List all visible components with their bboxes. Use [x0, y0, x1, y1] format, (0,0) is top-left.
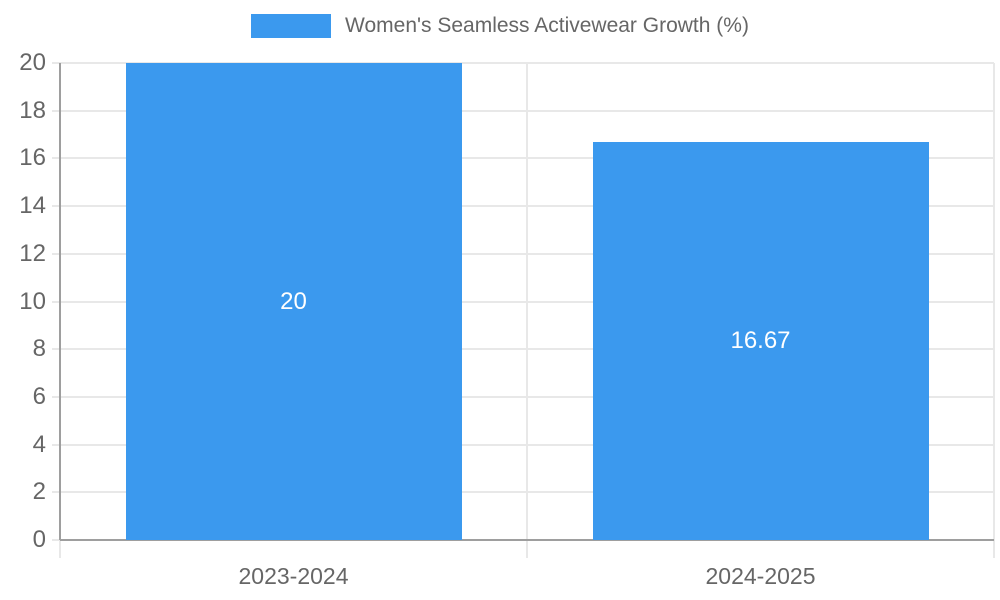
gridline [526, 63, 528, 540]
gridline [52, 300, 994, 303]
legend-swatch [251, 14, 332, 38]
y-tick-label: 12 [19, 239, 46, 267]
y-tick-label: 20 [19, 49, 46, 76]
axis-tick [993, 540, 995, 558]
gridline [52, 348, 994, 351]
gridline [52, 443, 994, 446]
axis-tick [526, 540, 528, 558]
gridline [52, 252, 994, 255]
y-tick-label: 18 [19, 96, 46, 124]
y-tick-label: 8 [32, 335, 46, 363]
legend: Women's Seamless Activewear Growth (%) [0, 14, 1000, 38]
bar-value-label: 16.67 [730, 327, 791, 355]
bar-value-label: 20 [280, 287, 307, 315]
y-axis-line [59, 63, 61, 540]
gridline [52, 157, 994, 160]
gridline [52, 395, 994, 398]
y-tick-label: 4 [32, 430, 46, 458]
y-tick-label: 14 [19, 192, 46, 220]
gridline [52, 491, 994, 494]
y-tick-label: 2 [32, 478, 46, 506]
y-tick-label: 0 [32, 526, 46, 553]
y-tick-label: 10 [19, 287, 46, 315]
y-tick-label: 16 [19, 144, 46, 172]
axis-tick [59, 540, 61, 558]
x-tick-label: 2023-2024 [238, 563, 349, 589]
y-tick-label: 6 [32, 382, 46, 410]
legend-label: Women's Seamless Activewear Growth (%) [345, 14, 749, 37]
bar [125, 63, 462, 540]
gridline [993, 63, 995, 540]
x-axis-line [60, 539, 994, 541]
bar [592, 142, 929, 540]
x-tick-label: 2024-2025 [705, 563, 816, 589]
gridline [52, 205, 994, 208]
gridline [52, 109, 994, 112]
gridline [52, 62, 994, 64]
